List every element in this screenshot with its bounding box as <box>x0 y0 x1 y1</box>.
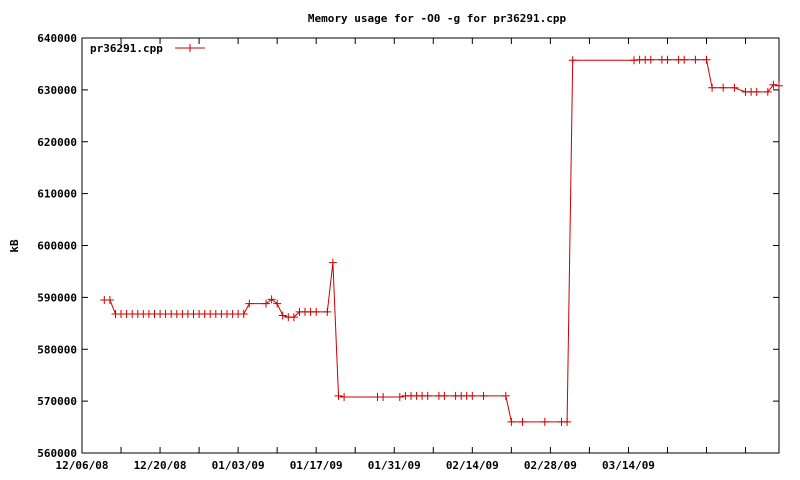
data-point <box>719 83 728 92</box>
y-tick-label: 600000 <box>37 240 77 253</box>
data-point <box>769 80 778 89</box>
data-point <box>691 55 700 64</box>
data-point <box>663 55 672 64</box>
data-point <box>323 307 332 316</box>
x-tick-label: 01/31/09 <box>368 459 421 472</box>
data-point <box>328 258 337 267</box>
data-point <box>273 299 282 308</box>
x-axis: 12/06/08 12/20/08 01/03/09 01/17/09 01/31/09… <box>56 38 747 472</box>
data-point <box>262 299 270 308</box>
data-point <box>312 307 321 316</box>
data-point <box>395 393 404 401</box>
y-tick-label: 570000 <box>37 395 77 408</box>
data-point <box>278 311 287 320</box>
y-tick-label: 560000 <box>37 447 77 460</box>
data-point <box>708 83 717 92</box>
data-point <box>423 391 432 400</box>
chart-title: Memory usage for -O0 -g for pr36291.cpp <box>308 12 567 25</box>
data-point <box>379 393 388 401</box>
y-tick-label: 580000 <box>37 343 77 356</box>
data-point <box>763 87 772 96</box>
data-point <box>630 56 638 65</box>
x-tick-label: 02/28/09 <box>524 459 577 472</box>
data-point <box>239 310 248 318</box>
series-line-0 <box>104 59 780 423</box>
data-point <box>752 87 761 96</box>
data-point <box>479 391 488 400</box>
x-tick-label: 01/03/09 <box>212 459 265 472</box>
data-point <box>507 417 516 426</box>
x-tick-label: 12/20/08 <box>134 459 187 472</box>
data-point <box>540 417 549 426</box>
y-tick-label: 590000 <box>37 291 77 304</box>
x-tick-label: 03/14/09 <box>602 459 655 472</box>
y-tick-label: 630000 <box>37 84 77 97</box>
y-tick-label: 640000 <box>37 32 77 45</box>
y-axis-label: kB <box>8 239 21 253</box>
data-point <box>563 417 572 426</box>
data-point <box>468 391 477 400</box>
x-tick-label: 12/06/08 <box>56 459 109 472</box>
data-point <box>105 296 114 304</box>
data-point <box>680 55 689 64</box>
x-tick-label: 02/14/09 <box>446 459 499 472</box>
data-point <box>334 391 343 400</box>
data-point <box>646 55 655 64</box>
series-layer <box>100 55 783 426</box>
plot-frame <box>81 37 780 454</box>
data-point <box>568 56 577 65</box>
data-point <box>501 391 510 400</box>
legend-marker <box>186 44 194 52</box>
data-point <box>518 417 527 426</box>
y-axis: 560000 570000 580000 590000 600000 610000 6200… <box>37 32 779 460</box>
data-point <box>289 313 298 322</box>
data-point <box>440 391 449 400</box>
data-point <box>340 393 349 401</box>
data-point <box>775 81 783 90</box>
y-tick-label: 610000 <box>37 188 77 201</box>
data-point <box>730 83 739 92</box>
y-tick-label: 620000 <box>37 136 77 149</box>
data-point <box>702 55 711 64</box>
data-point <box>245 299 254 308</box>
x-tick-label: 01/17/09 <box>290 459 343 472</box>
legend: pr36291.cpp <box>90 42 205 55</box>
data-point <box>267 295 276 304</box>
legend-label: pr36291.cpp <box>90 42 163 55</box>
